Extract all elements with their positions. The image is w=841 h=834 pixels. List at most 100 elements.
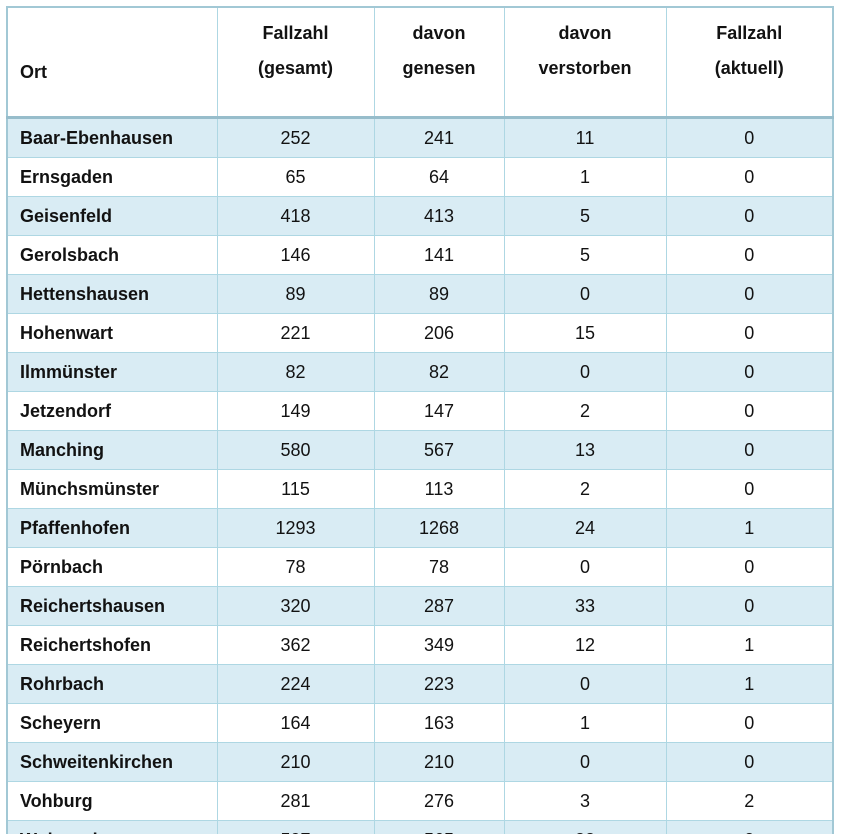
column-header-line: Ort: [20, 61, 47, 82]
cell-verstorben: 33: [503, 586, 667, 626]
cell-ort: Hohenwart: [6, 313, 218, 353]
table-row: Wolnzach597565320: [6, 820, 834, 834]
cell-verstorben: 3: [503, 781, 667, 821]
cell-genesen: 567: [373, 430, 505, 470]
table-row: Reichertshofen 362 349 12 1: [6, 625, 834, 665]
cell-aktuell: 0: [665, 469, 834, 509]
cell-verstorben: 0: [503, 547, 667, 587]
cell-verstorben: 1: [503, 703, 667, 743]
cell-genesen: 241: [373, 117, 505, 158]
cell-gesamt: 78: [216, 547, 375, 587]
cell-gesamt: 580: [216, 430, 375, 470]
column-header-ort: Ort: [6, 6, 218, 119]
table-row: Ilmmünster 82 82 0 0: [6, 352, 834, 392]
cell-ort: Jetzendorf: [6, 391, 218, 431]
cell-aktuell: 0: [665, 196, 834, 236]
cell-verstorben: 2: [503, 469, 667, 509]
cell-gesamt: 281: [216, 781, 375, 821]
column-header-line: (gesamt): [257, 58, 333, 78]
cell-genesen: 206: [373, 313, 505, 353]
cell-ort: Manching: [6, 430, 218, 470]
cell-gesamt: 320: [216, 586, 375, 626]
cell-gesamt: 210: [216, 742, 375, 782]
cell-genesen: 1268: [373, 508, 505, 548]
cell-ort: Vohburg: [6, 781, 218, 821]
cell-aktuell: 0: [665, 274, 834, 314]
table-row: Hettenshausen 89 89 0 0: [6, 274, 834, 314]
table-row: Hohenwart 221 206 15 0: [6, 313, 834, 353]
cell-aktuell: 0: [665, 313, 834, 353]
cell-genesen: 276: [373, 781, 505, 821]
cell-ort: Scheyern: [6, 703, 218, 743]
cell-aktuell: 1: [665, 625, 834, 665]
cell-aktuell: 1: [665, 664, 834, 704]
cell-verstorben: 0: [503, 274, 667, 314]
cell-genesen: 89: [373, 274, 505, 314]
cell-aktuell: 1: [665, 508, 834, 548]
cell-gesamt: 252: [216, 117, 375, 158]
table-row: Jetzendorf 149 147 2 0: [6, 391, 834, 431]
cell-gesamt: 1293: [216, 508, 375, 548]
cell-aktuell: 0: [665, 391, 834, 431]
cell-verstorben: 0: [503, 664, 667, 704]
cell-genesen: 565: [373, 820, 505, 834]
column-header-fallzahl-gesamt: Fallzahl (gesamt): [216, 6, 375, 119]
cell-genesen: 147: [373, 391, 505, 431]
cell-verstorben: 15: [503, 313, 667, 353]
cell-gesamt: 149: [216, 391, 375, 431]
cell-aktuell: 0: [665, 586, 834, 626]
table-row: Manching 580 567 13 0: [6, 430, 834, 470]
column-header-line: davon: [558, 23, 612, 43]
table-row: Gerolsbach 146 141 5 0: [6, 235, 834, 275]
cell-aktuell: 0: [665, 235, 834, 275]
cell-verstorben: 13: [503, 430, 667, 470]
cell-gesamt: 146: [216, 235, 375, 275]
cell-ort: Wolnzach: [6, 820, 218, 834]
cell-verstorben: 5: [503, 196, 667, 236]
covid-cases-table: Ort Fallzahl (gesamt) davon genesen davo…: [6, 6, 834, 834]
table-header: Ort Fallzahl (gesamt) davon genesen davo…: [6, 6, 834, 119]
column-header-line: Fallzahl: [262, 23, 329, 43]
cell-verstorben: 5: [503, 235, 667, 275]
cell-genesen: 64: [373, 157, 505, 197]
cell-gesamt: 597: [216, 820, 375, 834]
cell-ort: Pfaffenhofen: [6, 508, 218, 548]
cell-verstorben: 0: [503, 742, 667, 782]
cell-genesen: 210: [373, 742, 505, 782]
cell-genesen: 82: [373, 352, 505, 392]
cell-verstorben: 1: [503, 157, 667, 197]
column-header-line: davon: [412, 23, 466, 43]
table-row: Pfaffenhofen 1293 1268 24 1: [6, 508, 834, 548]
table-row: Baar-Ebenhausen 252 241 11 0: [6, 117, 834, 158]
cell-gesamt: 89: [216, 274, 375, 314]
cell-gesamt: 362: [216, 625, 375, 665]
cell-verstorben: 24: [503, 508, 667, 548]
cell-verstorben: 0: [503, 352, 667, 392]
table-row: Ernsgaden 65 64 1 0: [6, 157, 834, 197]
table-row: Münchsmünster 115 113 2 0: [6, 469, 834, 509]
cell-gesamt: 65: [216, 157, 375, 197]
cell-aktuell: 0: [665, 820, 834, 834]
cell-genesen: 223: [373, 664, 505, 704]
table-row: Scheyern 164 163 1 0: [6, 703, 834, 743]
cell-aktuell: 0: [665, 157, 834, 197]
table-row: Pörnbach 78 78 0 0: [6, 547, 834, 587]
cell-ort: Rohrbach: [6, 664, 218, 704]
column-header-davon-genesen: davon genesen: [373, 6, 505, 119]
cell-verstorben: 12: [503, 625, 667, 665]
cell-gesamt: 115: [216, 469, 375, 509]
column-header-line: genesen: [402, 58, 476, 78]
cell-gesamt: 82: [216, 352, 375, 392]
cell-genesen: 78: [373, 547, 505, 587]
cell-aktuell: 2: [665, 781, 834, 821]
cell-aktuell: 0: [665, 547, 834, 587]
cell-genesen: 413: [373, 196, 505, 236]
cell-ort: Münchsmünster: [6, 469, 218, 509]
cell-aktuell: 0: [665, 703, 834, 743]
cell-aktuell: 0: [665, 430, 834, 470]
cell-ort: Baar-Ebenhausen: [6, 117, 218, 158]
column-header-line: (aktuell): [714, 58, 784, 78]
cell-verstorben: 32: [503, 820, 667, 834]
cell-gesamt: 164: [216, 703, 375, 743]
